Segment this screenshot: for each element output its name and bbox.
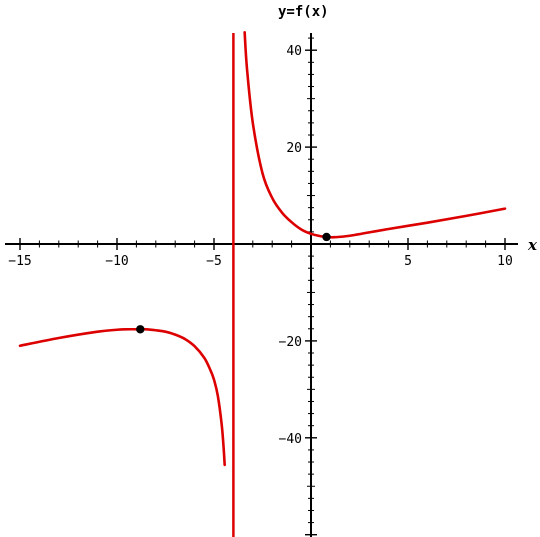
x-tick-label: −15 [8, 254, 31, 269]
y-tick-label: 40 [286, 44, 302, 59]
x-tick-label: −5 [206, 254, 222, 269]
curves [18, 30, 507, 467]
y-tick-label: −20 [279, 335, 302, 350]
axes [5, 33, 518, 537]
tick-labels: −15 −10 −5 5 10 40 20 −20 −40 [8, 44, 513, 447]
local-maximum-point [136, 325, 145, 334]
y-tick-label: −40 [279, 432, 302, 447]
left-branch-curve [18, 327, 226, 467]
right-branch-curve [243, 30, 507, 239]
x-tick-label: 10 [497, 254, 513, 269]
local-minimum-point [322, 232, 331, 242]
x-tick-label: −10 [105, 254, 128, 269]
x-tick-label: 5 [404, 254, 412, 269]
y-axis-label: y=f(x) [278, 4, 329, 20]
critical-points [136, 232, 331, 334]
y-tick-label: 20 [286, 141, 302, 156]
x-axis-label: x [527, 236, 538, 254]
